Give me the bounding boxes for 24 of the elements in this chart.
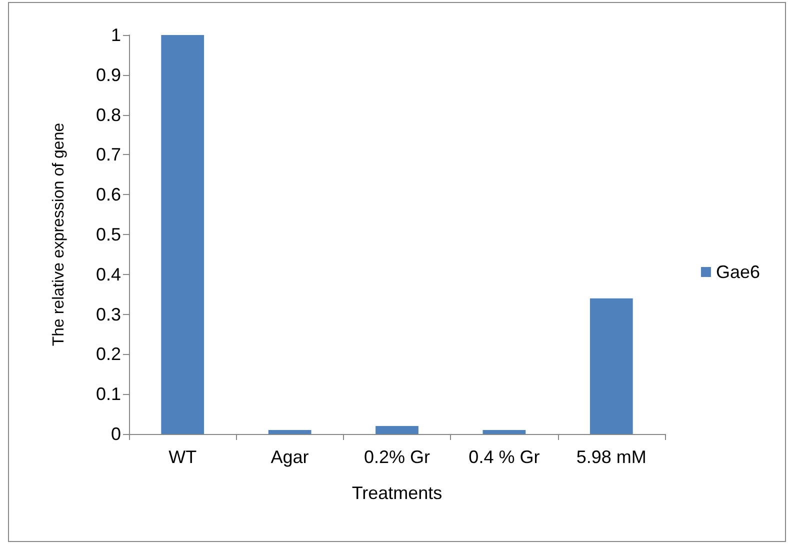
x-tick-label: 0.4 % Gr — [468, 447, 540, 467]
y-tick-label: 0.6 — [96, 184, 121, 205]
x-tick-label: 5.98 mM — [576, 447, 646, 467]
y-tick-label: 0.9 — [96, 64, 121, 85]
y-tick-label: 0 — [110, 424, 121, 444]
y-tick-label: 0.7 — [96, 144, 121, 165]
y-tick-label: 0.5 — [96, 224, 121, 244]
y-tick-label: 1 — [110, 25, 121, 45]
y-tick-label: 0.8 — [96, 104, 121, 125]
bar — [590, 298, 633, 434]
y-axis-title: The relative expression of gene — [50, 122, 68, 346]
legend-label: Gae6 — [716, 262, 760, 282]
y-tick-label: 0.3 — [96, 304, 121, 324]
bar — [376, 426, 418, 434]
bar — [482, 430, 526, 434]
y-tick-label: 0.2 — [96, 344, 121, 364]
x-axis-title: Treatments — [352, 483, 442, 503]
x-tick-label: 0.2% Gr — [364, 447, 430, 467]
x-tick-label: Agar — [270, 447, 309, 467]
y-tick-label: 0.4 — [96, 264, 121, 284]
bar — [268, 430, 312, 434]
x-tick-label: WT — [168, 447, 197, 467]
y-tick-label: 0.1 — [96, 384, 121, 404]
bar — [161, 35, 204, 434]
